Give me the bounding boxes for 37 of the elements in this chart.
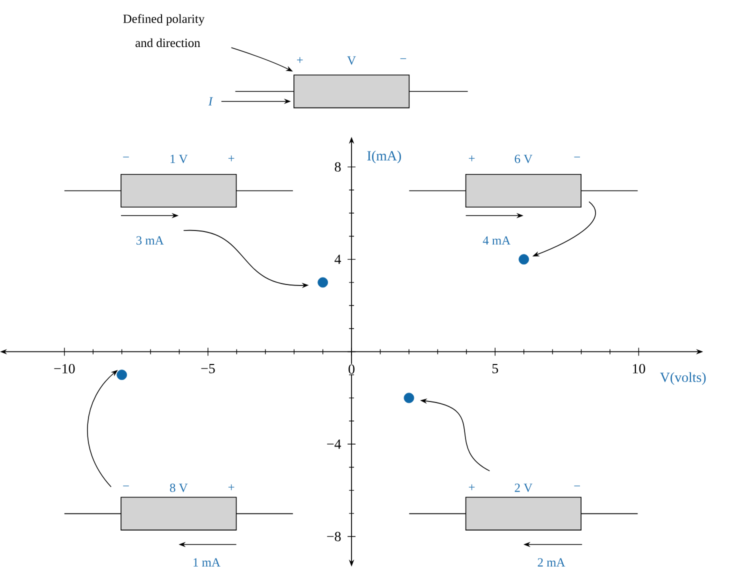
point [518, 254, 530, 264]
point [116, 370, 127, 380]
text: I [208, 97, 214, 106]
annotation: + [468, 155, 475, 162]
annotation: 1 V [170, 154, 188, 164]
x-tick-label: 5 [492, 364, 498, 374]
annotation: − [123, 485, 129, 486]
y-tick-label: −8 [327, 532, 341, 542]
text: and direction [136, 38, 200, 47]
annotation: 4 mA [482, 236, 510, 244]
annotation: − [574, 156, 580, 158]
y-tick-label: 4 [334, 254, 342, 264]
text: − [400, 58, 406, 59]
annotation: 2 mA [538, 558, 566, 566]
text: Defined polarity [123, 14, 205, 26]
annotation: 8 V [170, 483, 188, 492]
annotation: 1 mA [194, 558, 220, 566]
point [318, 277, 328, 288]
annotation: − [123, 156, 129, 158]
x-tick-label: −10 [54, 364, 75, 374]
text: V [347, 56, 356, 65]
x-tick-label: 0 [348, 364, 354, 374]
y-tick-label: 8 [334, 162, 341, 172]
annotation: 3 mA [136, 236, 164, 244]
y-axis-title: I(mA) [367, 150, 401, 164]
annotation: + [228, 484, 234, 490]
annotation: 6 V [514, 154, 532, 164]
y-tick-label: −4 [327, 439, 342, 449]
annotation: + [468, 484, 475, 490]
annotation: 2 V [514, 483, 532, 492]
x-axis-title: V(volts) [660, 372, 706, 385]
text: + [296, 56, 303, 63]
x-tick-label: 10 [632, 364, 646, 374]
point [404, 392, 414, 403]
annotation: + [228, 155, 234, 162]
x-tick-label: −5 [201, 364, 215, 374]
annotation: − [574, 485, 580, 486]
